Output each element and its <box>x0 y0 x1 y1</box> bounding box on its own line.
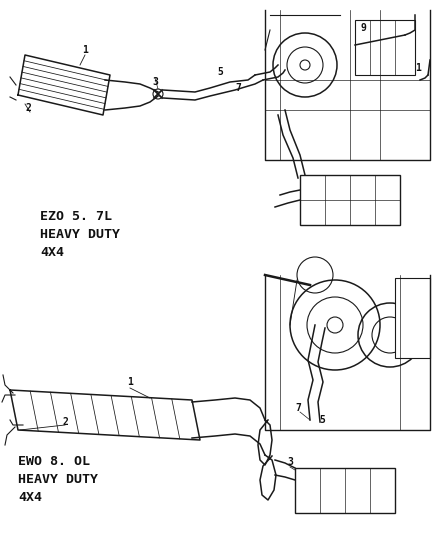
Text: 9: 9 <box>360 23 366 33</box>
Text: HEAVY DUTY: HEAVY DUTY <box>40 228 120 241</box>
Text: 3: 3 <box>152 77 158 87</box>
Text: EWO 8. OL: EWO 8. OL <box>18 455 90 468</box>
Text: 1: 1 <box>127 377 133 387</box>
FancyBboxPatch shape <box>295 468 395 513</box>
Text: 7: 7 <box>295 403 301 413</box>
FancyBboxPatch shape <box>300 175 400 225</box>
FancyBboxPatch shape <box>395 278 430 358</box>
Text: 4X4: 4X4 <box>40 246 64 259</box>
Text: 5: 5 <box>217 67 223 77</box>
Text: 1: 1 <box>415 63 421 73</box>
FancyBboxPatch shape <box>355 20 415 75</box>
Text: 1: 1 <box>82 45 88 55</box>
Text: 5: 5 <box>319 415 325 425</box>
Text: 4X4: 4X4 <box>18 491 42 504</box>
Text: 2: 2 <box>62 417 68 427</box>
Text: 3: 3 <box>287 457 293 467</box>
Text: EZO 5. 7L: EZO 5. 7L <box>40 210 112 223</box>
Text: HEAVY DUTY: HEAVY DUTY <box>18 473 98 486</box>
Text: 2: 2 <box>25 103 31 113</box>
Text: 7: 7 <box>235 83 241 93</box>
